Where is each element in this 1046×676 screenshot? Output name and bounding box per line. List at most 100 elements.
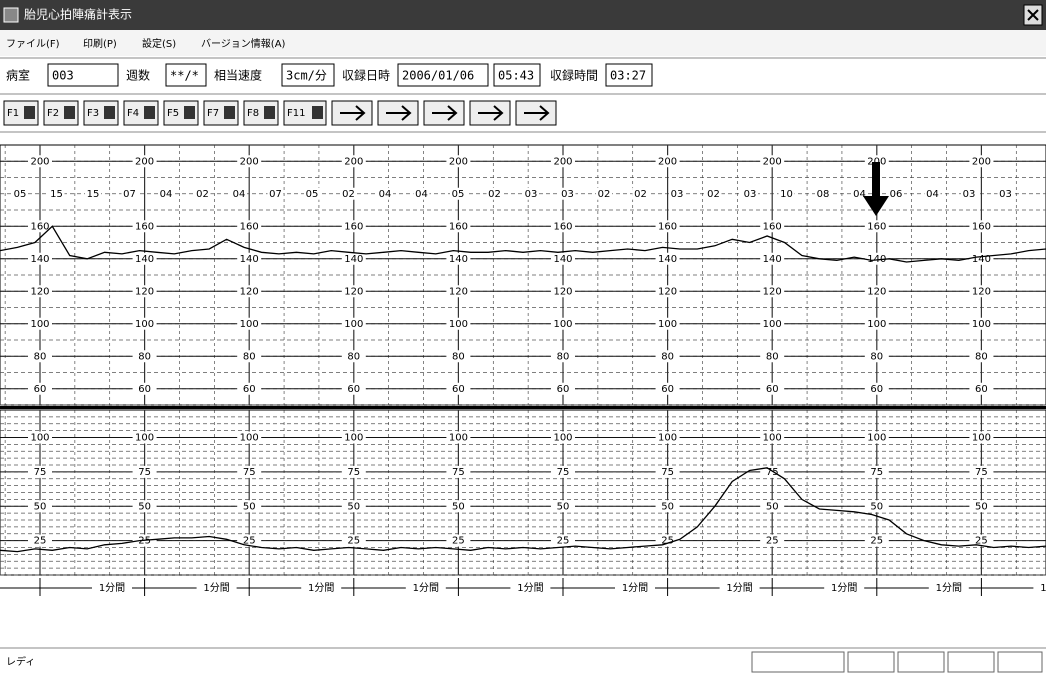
weeks-label: 週数 [126, 68, 150, 83]
y-tick-label: 160 [240, 221, 259, 232]
y-tick-label: 120 [972, 286, 991, 297]
speed-value: 3cm/分 [286, 69, 327, 83]
time-label: 1分間 [517, 582, 543, 594]
y-tick-label: 100 [658, 433, 677, 444]
y-tick-label: 160 [553, 221, 572, 232]
y-tick-label: 60 [34, 384, 47, 395]
menu-item[interactable]: 設定(S) [142, 37, 176, 50]
segment-value: 06 [890, 189, 903, 200]
y-tick-label: 50 [975, 501, 988, 512]
y-tick-label: 140 [658, 254, 677, 265]
segment-value: 03 [525, 189, 538, 200]
segment-value: 03 [963, 189, 976, 200]
function-key-label: F5 [167, 108, 179, 119]
y-tick-label: 100 [449, 433, 468, 444]
y-tick-label: 80 [138, 351, 151, 362]
segment-value: 02 [488, 189, 501, 200]
time-label: 1分間 [622, 582, 648, 594]
y-tick-label: 140 [30, 254, 49, 265]
segment-value: 04 [415, 189, 428, 200]
menu-item[interactable]: ファイル(F) [6, 39, 60, 50]
y-tick-label: 160 [658, 221, 677, 232]
y-tick-label: 200 [553, 156, 572, 167]
segment-value: 07 [123, 189, 136, 200]
y-tick-label: 200 [449, 156, 468, 167]
y-tick-label: 100 [972, 319, 991, 330]
time-label: 1分間 [308, 582, 334, 594]
y-tick-label: 120 [30, 286, 49, 297]
segment-value: 05 [14, 189, 27, 200]
y-tick-label: 160 [867, 221, 886, 232]
segment-value: 10 [780, 189, 793, 200]
y-tick-label: 100 [553, 433, 572, 444]
y-tick-label: 160 [449, 221, 468, 232]
y-tick-label: 100 [553, 319, 572, 330]
y-tick-label: 140 [449, 254, 468, 265]
menu-item[interactable]: バージョン情報(A) [201, 37, 286, 50]
y-tick-label: 120 [449, 286, 468, 297]
y-tick-label: 100 [449, 319, 468, 330]
y-tick-label: 80 [347, 351, 360, 362]
segment-value: 02 [196, 189, 209, 200]
y-tick-label: 60 [557, 384, 570, 395]
y-tick-label: 160 [344, 221, 363, 232]
y-tick-label: 140 [344, 254, 363, 265]
y-tick-label: 140 [240, 254, 259, 265]
duration-label: 収録時間 [550, 68, 598, 83]
segment-value: 02 [598, 189, 611, 200]
y-tick-label: 120 [763, 286, 782, 297]
y-tick-label: 120 [553, 286, 572, 297]
duration-value: 03:27 [610, 69, 646, 83]
time-label: 1分間 [831, 582, 857, 594]
segment-value: 08 [817, 189, 830, 200]
y-tick-label: 160 [763, 221, 782, 232]
y-tick-label: 200 [240, 156, 259, 167]
y-tick-label: 60 [975, 384, 988, 395]
y-tick-label: 50 [34, 501, 47, 512]
y-tick-label: 80 [661, 351, 674, 362]
segment-value: 04 [233, 189, 246, 200]
y-tick-label: 80 [766, 351, 779, 362]
segment-value: 04 [160, 189, 173, 200]
segment-value: 07 [269, 189, 282, 200]
segment-value: 05 [306, 189, 319, 200]
menu-item[interactable]: 印刷(P) [83, 38, 117, 50]
title-bar [0, 0, 1046, 30]
y-tick-label: 100 [658, 319, 677, 330]
y-tick-label: 60 [138, 384, 151, 395]
time-label: 1分間 [413, 582, 439, 594]
y-tick-label: 25 [870, 536, 883, 547]
y-tick-label: 75 [661, 467, 674, 478]
button-icon [264, 106, 275, 119]
y-tick-label: 80 [243, 351, 256, 362]
y-tick-label: 25 [766, 536, 779, 547]
y-tick-label: 120 [344, 286, 363, 297]
y-tick-label: 160 [135, 221, 154, 232]
y-tick-label: 60 [452, 384, 465, 395]
function-key-label: F11 [287, 108, 305, 119]
date-value: 2006/01/06 [402, 69, 474, 83]
segment-value: 04 [853, 189, 866, 200]
y-tick-label: 120 [867, 286, 886, 297]
status-text: レディ [6, 655, 35, 668]
y-tick-label: 160 [30, 221, 49, 232]
y-tick-label: 75 [138, 467, 151, 478]
time-label: 1分間 [99, 582, 125, 594]
button-icon [24, 106, 35, 119]
y-tick-label: 120 [658, 286, 677, 297]
function-key-label: F3 [87, 108, 99, 119]
y-tick-label: 100 [972, 433, 991, 444]
y-tick-label: 100 [763, 433, 782, 444]
y-tick-label: 140 [763, 254, 782, 265]
y-tick-label: 140 [135, 254, 154, 265]
y-tick-label: 140 [553, 254, 572, 265]
y-tick-label: 75 [557, 467, 570, 478]
y-tick-label: 80 [452, 351, 465, 362]
time-label: 1分間 [726, 582, 752, 594]
y-tick-label: 100 [135, 433, 154, 444]
y-tick-label: 200 [30, 156, 49, 167]
time-label: 1分間 [936, 582, 962, 594]
y-tick-label: 25 [452, 536, 465, 547]
y-tick-label: 75 [870, 467, 883, 478]
window-title: 胎児心拍陣痛計表示 [24, 7, 132, 22]
